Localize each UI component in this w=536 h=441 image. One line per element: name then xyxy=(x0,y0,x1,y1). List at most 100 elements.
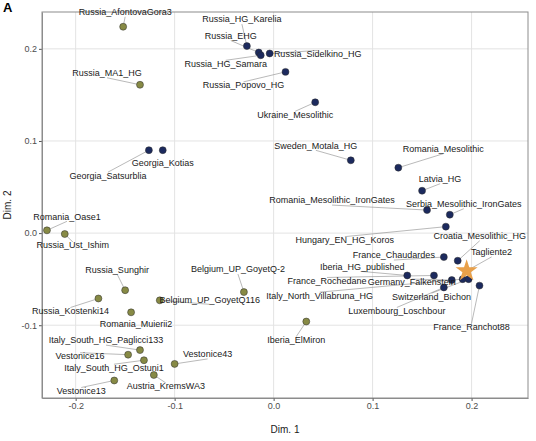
leader-line xyxy=(175,359,208,364)
tick-label: -0.1 xyxy=(167,401,183,411)
y-axis-title: Dim. 2 xyxy=(2,190,13,219)
point-label: Ukraine_Mesolithic xyxy=(257,110,334,120)
point-label: Romania_Mesolithic xyxy=(403,144,485,154)
leader-line xyxy=(398,154,443,168)
point-label: Tagliente2 xyxy=(471,247,512,257)
tick-label: 0.1 xyxy=(367,401,380,411)
leader-line xyxy=(471,286,479,324)
point xyxy=(454,257,461,264)
point-label: Germany_Falkenstein xyxy=(368,277,456,287)
grid xyxy=(42,12,528,398)
leader-line xyxy=(106,345,140,350)
point-label: Belgium_UP_GoyetQ116 xyxy=(160,295,260,305)
point-label: France_Chaudardes xyxy=(353,250,436,260)
chart: -0.2-0.10.00.10.2-0.10.00.10.2Russia_Afo… xyxy=(0,0,536,441)
point xyxy=(122,287,129,294)
tick: 0.0 xyxy=(268,398,281,411)
tick: 0.1 xyxy=(24,136,42,146)
point-label: Belgium_UP_GoyetQ-2 xyxy=(191,264,285,274)
point xyxy=(282,68,289,75)
point-label: Russia_Kostenki14 xyxy=(32,306,109,316)
point xyxy=(137,347,144,354)
point xyxy=(243,43,250,50)
y-axis: -0.1 0.0 0.1 0.2 xyxy=(21,13,42,399)
leader-line xyxy=(316,150,351,160)
tick-label: -0.2 xyxy=(68,401,84,411)
point xyxy=(125,351,132,358)
point-label: Iberia_HG_published xyxy=(320,262,405,272)
tick: 0.1 xyxy=(367,398,380,411)
tick: 0.2 xyxy=(466,398,479,411)
point xyxy=(120,23,127,30)
point-label: Romania_Oase1 xyxy=(33,212,101,222)
tick-label: 0.1 xyxy=(24,136,37,146)
point-label: Russia_EHG xyxy=(205,31,257,41)
point xyxy=(419,187,426,194)
tick: -0.1 xyxy=(167,398,183,411)
point-label: Italy_South_HG_Ostuni1 xyxy=(64,363,164,373)
point xyxy=(61,231,68,238)
point-label: Russia_HG_Samara xyxy=(184,59,267,69)
leader-line xyxy=(362,271,407,275)
tick: -0.2 xyxy=(68,398,84,411)
grid-line-x xyxy=(174,12,175,398)
point xyxy=(159,147,166,154)
point-label: Iberia_ElMiron xyxy=(267,335,325,345)
plot: -0.2-0.10.00.10.2-0.10.00.10.2Russia_Afo… xyxy=(21,7,528,411)
point-label: Vestonice16 xyxy=(56,351,105,361)
point-label: Italy_South_HG_Paglicci133 xyxy=(49,335,164,345)
point-label: Vestonice13 xyxy=(57,386,106,396)
point xyxy=(395,164,402,171)
point-label: Croatia_Mesolithic_HG xyxy=(433,231,526,241)
x-axis-title: Dim. 1 xyxy=(271,424,300,435)
tick-label: 0.0 xyxy=(24,228,37,238)
point-label: Switzerland_Bichon xyxy=(392,292,471,302)
point-label: Serbia_Mesolithic_IronGates xyxy=(406,199,522,209)
point-labels: Russia_AfontovaGora3 Russia_MA1_HG Romania… xyxy=(32,7,526,396)
tick: 0.0 xyxy=(24,228,42,238)
point-label: Georgia_Kotias xyxy=(132,158,195,168)
point-label: Russia_Sunghir xyxy=(85,265,149,275)
panel-label: A xyxy=(3,0,13,15)
point-label: Russia_AfontovaGora3 xyxy=(79,7,172,17)
point-label: Russia_MA1_HG xyxy=(72,68,142,78)
point xyxy=(137,81,144,88)
point-label: Georgia_Satsurblia xyxy=(69,171,146,181)
tick-label: 0.0 xyxy=(268,401,281,411)
point xyxy=(145,147,152,154)
point xyxy=(476,282,483,289)
point xyxy=(440,254,447,261)
point-label: Italy_North_Villabruna_HG xyxy=(266,291,373,301)
leader-line xyxy=(231,41,259,53)
point-label: Hungary_EN_HG_Koros xyxy=(296,235,395,245)
point-label: Romania_Muierii2 xyxy=(100,319,173,329)
point-label: France_Ranchot88 xyxy=(433,322,510,332)
point-label: Austria_KremsWA3 xyxy=(127,381,205,391)
point xyxy=(347,157,354,164)
point-label: Russia_Popovo_HG xyxy=(203,80,285,90)
point xyxy=(456,259,478,280)
tick-label: -0.1 xyxy=(21,321,37,331)
point xyxy=(303,318,310,325)
plot-background xyxy=(42,12,528,398)
point xyxy=(312,99,319,106)
point xyxy=(128,309,135,316)
plot-frame xyxy=(42,12,528,398)
point-label: Romania_Mesolithic_IronGates xyxy=(269,195,395,205)
point xyxy=(266,50,273,57)
point xyxy=(43,227,50,234)
point xyxy=(446,211,453,218)
leader-line xyxy=(107,78,140,85)
point-label: France_Rochedane xyxy=(287,276,366,286)
tick-label: 0.2 xyxy=(24,44,37,54)
x-axis: -0.2 -0.1 0.0 0.1 0.2 xyxy=(43,398,529,411)
point xyxy=(111,377,118,384)
tick-label: 0.2 xyxy=(466,401,479,411)
point xyxy=(442,223,449,230)
point-label: Russia_HG_Karelia xyxy=(202,14,281,24)
tick: 0.2 xyxy=(24,44,42,54)
point xyxy=(171,360,178,367)
point-label: Russia_Sidelkino_HG xyxy=(274,49,362,59)
tick: -0.1 xyxy=(21,321,42,331)
point-label: Russia_Ust_Ishim xyxy=(37,240,110,250)
